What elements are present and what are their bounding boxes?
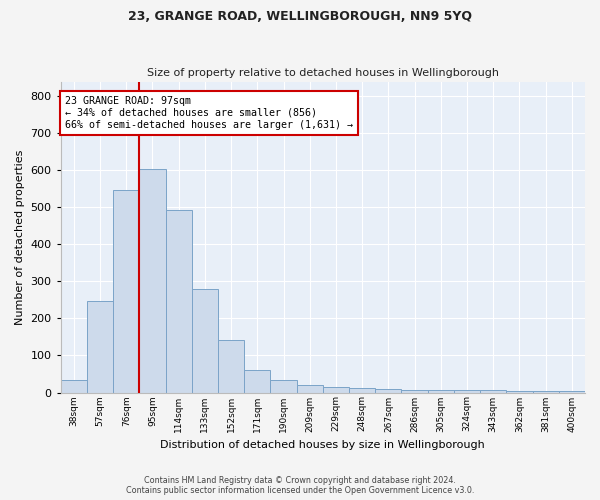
Bar (323, 387, 349, 392)
Bar (192, 289, 218, 393)
Bar (87, 300, 113, 392)
Bar (428, 390, 454, 392)
Bar (506, 390, 533, 392)
Bar (375, 389, 401, 392)
Text: 23, GRANGE ROAD, WELLINGBOROUGH, NN9 5YQ: 23, GRANGE ROAD, WELLINGBOROUGH, NN9 5YQ (128, 10, 472, 23)
Bar (454, 390, 480, 392)
Bar (349, 388, 375, 392)
Bar (271, 380, 296, 392)
Bar (139, 170, 166, 392)
Bar (61, 380, 87, 392)
Title: Size of property relative to detached houses in Wellingborough: Size of property relative to detached ho… (147, 68, 499, 78)
Bar (559, 390, 585, 392)
Bar (480, 390, 506, 392)
Bar (113, 190, 139, 392)
Bar (401, 390, 428, 392)
X-axis label: Distribution of detached houses by size in Wellingborough: Distribution of detached houses by size … (160, 440, 485, 450)
Bar (533, 390, 559, 392)
Bar (296, 385, 323, 392)
Text: Contains HM Land Registry data © Crown copyright and database right 2024.
Contai: Contains HM Land Registry data © Crown c… (126, 476, 474, 495)
Y-axis label: Number of detached properties: Number of detached properties (15, 150, 25, 324)
Text: 23 GRANGE ROAD: 97sqm
← 34% of detached houses are smaller (856)
66% of semi-det: 23 GRANGE ROAD: 97sqm ← 34% of detached … (65, 96, 353, 130)
Bar (218, 340, 244, 392)
Bar (166, 210, 192, 392)
Bar (244, 370, 271, 392)
